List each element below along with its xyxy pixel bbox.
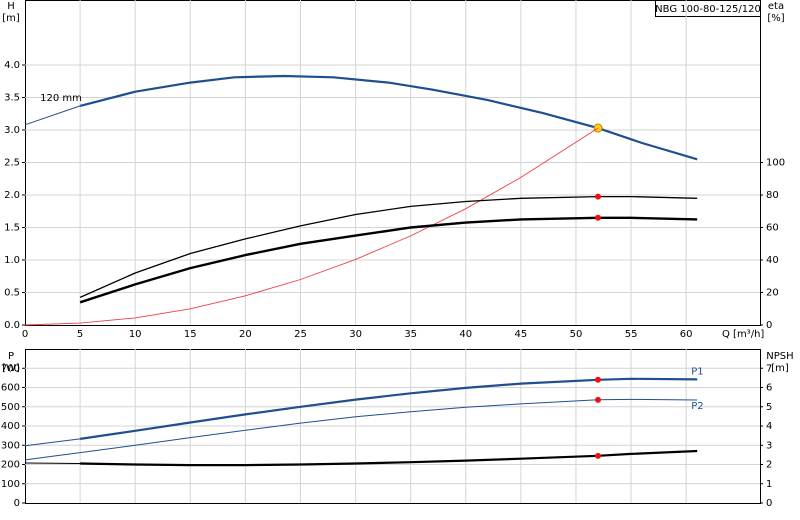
y2-tick-label: 20 [766, 288, 779, 299]
y-tick-label: 600 [1, 383, 20, 394]
y2-axis-label: NPSH [766, 351, 793, 362]
y-axis-label: P [8, 351, 14, 362]
y-tick-label: 3.0 [4, 125, 20, 136]
y-tick-label: 500 [1, 402, 20, 413]
duty-point [595, 376, 602, 383]
x-tick-label: 5 [77, 329, 83, 340]
curve [79, 74, 698, 161]
duty-point [595, 396, 602, 403]
y-tick-label: 1.5 [4, 223, 20, 234]
y2-tick-label: 6 [766, 383, 772, 394]
title-box [655, 0, 761, 17]
x-tick-label: 30 [349, 329, 362, 340]
y2-tick-label: 40 [766, 255, 779, 266]
y-tick-label: 700 [1, 363, 20, 374]
y2-tick-label: 1 [766, 479, 772, 490]
y-axis-unit: [m] [2, 13, 20, 24]
y2-tick-label: 4 [766, 421, 772, 432]
x-tick-label: 0 [22, 329, 28, 340]
x-tick-label: 35 [404, 329, 417, 340]
x-tick-label: 15 [184, 329, 197, 340]
duty-point [595, 214, 602, 221]
y-axis-label: H [7, 1, 15, 12]
y-tick-label: 400 [1, 421, 20, 432]
y-axis-unit: [W] [2, 363, 20, 374]
y2-axis-label: eta [768, 1, 784, 12]
y2-axis-unit: [m] [771, 363, 789, 374]
y2-tick-label: 80 [766, 190, 779, 201]
curve [79, 377, 698, 440]
y2-tick-label: 60 [766, 223, 779, 234]
x-tick-label: 60 [680, 329, 693, 340]
x-tick-label: 45 [515, 329, 528, 340]
y-tick-label: 0 [14, 498, 20, 509]
y2-axis-unit: [%] [767, 13, 784, 24]
x-tick-label: 20 [239, 329, 252, 340]
chart-title: NBG 100-80-125/120 [655, 4, 761, 15]
y2-tick-label: 0 [766, 320, 772, 331]
y2-tick-label: 100 [766, 158, 785, 169]
x-tick-label: 50 [570, 329, 583, 340]
y-tick-label: 2.5 [4, 158, 20, 169]
y2-tick-label: 2 [766, 460, 772, 471]
series-label: P1 [691, 366, 703, 377]
duty-point [595, 193, 602, 200]
y2-tick-label: 7 [766, 363, 772, 374]
x-tick-label: 25 [294, 329, 307, 340]
y-tick-label: 200 [1, 460, 20, 471]
y-tick-label: 100 [1, 479, 20, 490]
curve [80, 449, 698, 467]
series-label: P2 [691, 401, 703, 412]
series-label: 120 mm [40, 93, 82, 104]
y-tick-label: 2.0 [4, 190, 20, 201]
x-tick-label: 40 [459, 329, 472, 340]
duty-point [593, 123, 603, 133]
curve [24, 438, 81, 447]
curve [24, 105, 81, 126]
curve [24, 398, 698, 461]
curve [24, 462, 81, 464]
y2-tick-label: 0 [766, 498, 772, 509]
y-tick-label: 3.5 [4, 93, 20, 104]
y2-tick-label: 5 [766, 402, 772, 413]
y-tick-label: 4.0 [4, 60, 20, 71]
x-tick-label: 10 [129, 329, 142, 340]
curve [79, 216, 698, 304]
curve [79, 195, 698, 298]
y-tick-label: 0.5 [4, 288, 20, 299]
y-tick-label: 1.0 [4, 255, 20, 266]
x-tick-label: 55 [625, 329, 638, 340]
curve [24, 127, 599, 326]
x-axis-label: Q [m³/h] [722, 329, 764, 340]
y-tick-label: 300 [1, 440, 20, 451]
y2-tick-label: 3 [766, 440, 772, 451]
y-tick-label: 0.0 [4, 320, 20, 331]
duty-point [595, 452, 602, 459]
